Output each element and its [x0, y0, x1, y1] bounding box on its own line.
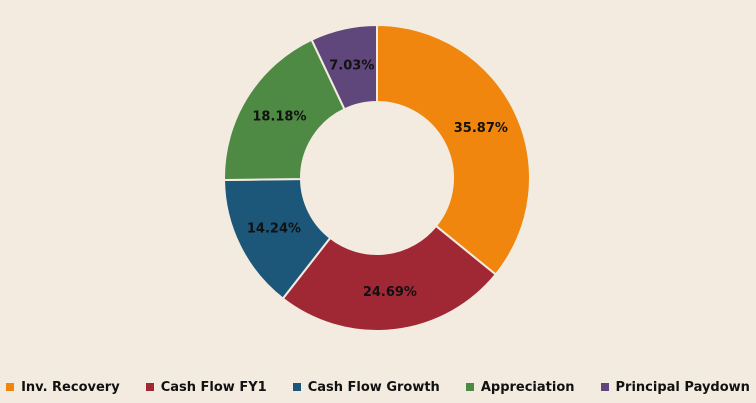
- data-label-appreciation: 18.18%: [252, 110, 306, 125]
- legend-swatch-principal-paydown: [600, 383, 609, 391]
- legend-item-cash-flow-fy1[interactable]: Cash Flow FY1: [145, 379, 267, 395]
- legend-swatch-appreciation: [465, 383, 474, 391]
- donut-slice-appreciation[interactable]: [223, 38, 346, 182]
- legend-label: Cash Flow FY1: [160, 379, 267, 395]
- legend-label: Principal Paydown: [615, 379, 750, 395]
- legend-item-appreciation[interactable]: Appreciation: [465, 379, 575, 395]
- legend-label: Cash Flow Growth: [307, 379, 440, 395]
- donut-slice-cash-flow-fy1[interactable]: [281, 224, 498, 332]
- donut-slice-inv-recovery[interactable]: [376, 23, 531, 276]
- data-label-cash-flow-fy1: 24.69%: [363, 285, 417, 300]
- legend-item-inv-recovery[interactable]: Inv. Recovery: [6, 380, 120, 395]
- legend-label: Inv. Recovery: [21, 379, 120, 395]
- data-label-cash-flow-growth: 14.24%: [247, 222, 301, 237]
- legend-swatch-cash-flow-growth: [292, 383, 301, 391]
- data-label-inv-recovery: 35.87%: [454, 121, 508, 136]
- data-label-principal-paydown: 7.03%: [329, 58, 374, 73]
- legend-item-cash-flow-growth[interactable]: Cash Flow Growth: [292, 379, 440, 395]
- legend-swatch-inv-recovery: [6, 383, 15, 391]
- legend-label: Appreciation: [480, 379, 575, 395]
- donut-chart: 35.87% 24.69% 14.24% 18.18% 7.03%: [222, 23, 531, 332]
- donut-slice-principal-paydown[interactable]: [310, 23, 378, 111]
- chart-legend: Inv. Recovery Cash Flow FY1 Cash Flow Gr…: [0, 377, 756, 397]
- legend-swatch-cash-flow-fy1: [145, 383, 154, 391]
- legend-item-principal-paydown[interactable]: Principal Paydown: [600, 379, 750, 395]
